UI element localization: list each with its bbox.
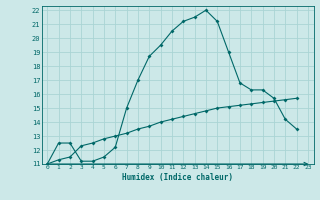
X-axis label: Humidex (Indice chaleur): Humidex (Indice chaleur) [122, 173, 233, 182]
